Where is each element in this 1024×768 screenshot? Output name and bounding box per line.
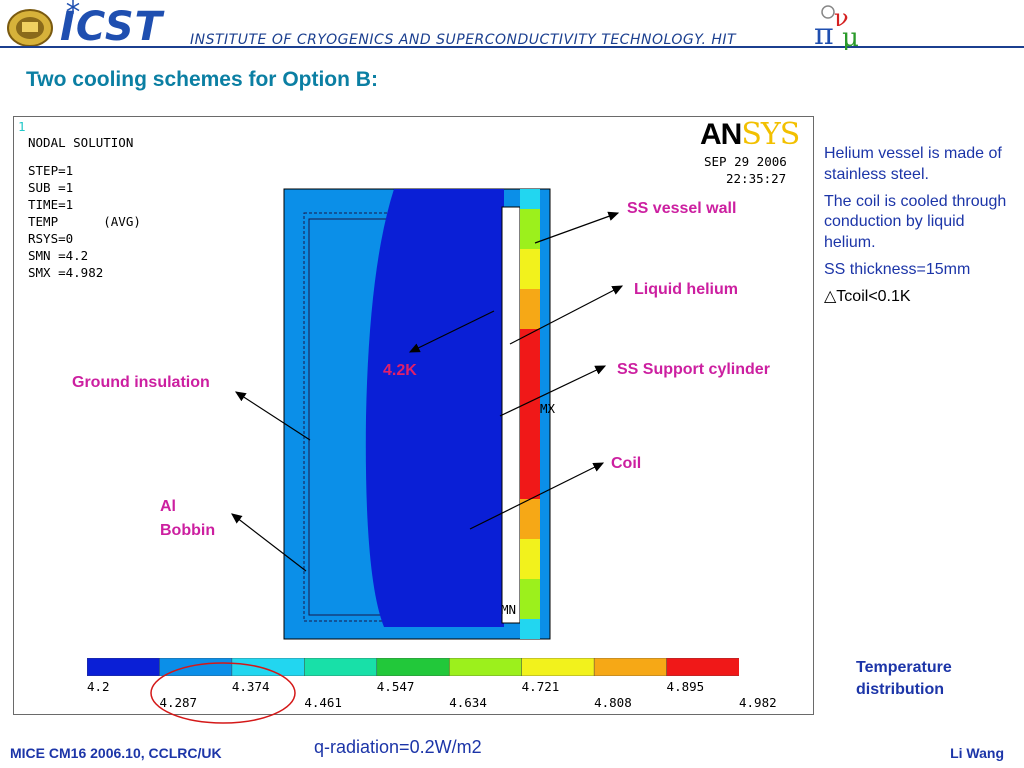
support-cylinder xyxy=(501,206,521,624)
note-vessel-material: Helium vessel is made of stainless steel… xyxy=(824,145,1002,183)
sub-label: SUB =1 xyxy=(28,180,74,195)
label-ss-support-cylinder: SS Support cylinder xyxy=(617,361,770,378)
svg-text:μ: μ xyxy=(842,23,859,50)
legend-tick-label: 4.982 xyxy=(739,695,777,710)
mn-marker: MN xyxy=(501,602,517,617)
legend-tick-label: 4.287 xyxy=(159,695,198,710)
step-label: STEP=1 xyxy=(28,163,74,178)
temperature-distribution-caption: Temperature distribution xyxy=(856,657,952,702)
caption-line-1: Temperature xyxy=(856,659,952,676)
snowflake-icon xyxy=(66,0,80,14)
note-delta-tcoil: △Tcoil<0.1K xyxy=(824,287,911,305)
time-label: TIME=1 xyxy=(28,197,74,212)
legend-swatch xyxy=(304,658,378,676)
note-coil-cooling: The coil is cooled through conduction by… xyxy=(824,192,1007,252)
university-seal-logo xyxy=(7,9,53,47)
pi-nu-mu-logo: π ν μ xyxy=(814,4,859,50)
window-number: 1 xyxy=(18,119,26,134)
q-radiation-label: q-radiation=0.2W/m2 xyxy=(314,737,482,757)
vessel-wall-hot-zone xyxy=(520,329,540,499)
label-al: Al xyxy=(160,498,176,515)
legend-tick-label: 4.2 xyxy=(87,679,110,694)
footer-left: MICE CM16 2006.10, CCLRC/UK xyxy=(10,745,222,761)
label-liquid-helium: Liquid helium xyxy=(634,281,738,298)
header-divider xyxy=(0,46,1024,48)
coil-cold-region xyxy=(365,189,504,627)
legend-swatch xyxy=(521,658,595,676)
note-ss-thickness: SS thickness=15mm xyxy=(824,260,971,278)
legend-tick-label: 4.374 xyxy=(231,679,270,694)
temp-label: TEMP (AVG) xyxy=(28,214,141,229)
ansys-logo: ANSYS xyxy=(700,117,800,152)
brand-wordmark: ICST xyxy=(60,4,163,50)
label-bobbin: Bobbin xyxy=(160,522,216,539)
legend-tick-label: 4.808 xyxy=(594,695,632,710)
legend-tick-label: 4.721 xyxy=(521,679,560,694)
svg-text:ν: ν xyxy=(834,4,849,32)
svg-text:π: π xyxy=(814,17,834,50)
plot-time: 22:35:27 xyxy=(726,171,787,186)
label-ss-vessel-wall: SS vessel wall xyxy=(627,200,737,217)
slide-title: Two cooling schemes for Option B: xyxy=(26,68,378,91)
legend-tick-label: 4.461 xyxy=(304,695,342,710)
legend-swatch xyxy=(593,658,668,676)
label-4-2k: 4.2K xyxy=(383,362,417,379)
legend-tick-label: 4.634 xyxy=(449,695,487,710)
legend-tick-label: 4.895 xyxy=(666,679,705,694)
smx-label: SMX =4.982 xyxy=(28,265,104,280)
rsys-label: RSYS=0 xyxy=(28,231,74,246)
footer-right: Li Wang xyxy=(950,745,1004,761)
institute-name: INSTITUTE OF CRYOGENICS AND SUPERCONDUCT… xyxy=(190,32,737,48)
ansys-plot-window: 1 NODAL SOLUTION STEP=1 SUB =1 TIME=1 TE… xyxy=(13,116,814,715)
smn-label: SMN =4.2 xyxy=(28,248,89,263)
legend-tick-label: 4.547 xyxy=(376,679,415,694)
label-ground-insulation: Ground insulation xyxy=(72,374,210,391)
legend-swatch xyxy=(448,658,523,676)
side-notes: Helium vessel is made of stainless steel… xyxy=(824,144,1014,308)
mx-marker: MX xyxy=(540,401,556,416)
legend-color-bar xyxy=(87,658,739,676)
highlight-ellipse xyxy=(150,662,296,724)
caption-line-2: distribution xyxy=(856,681,944,699)
plot-date: SEP 29 2006 xyxy=(704,154,787,169)
label-coil: Coil xyxy=(611,455,642,472)
nodal-solution-label: NODAL SOLUTION xyxy=(28,135,134,150)
legend-swatch xyxy=(376,658,450,676)
legend-swatch xyxy=(666,658,739,676)
